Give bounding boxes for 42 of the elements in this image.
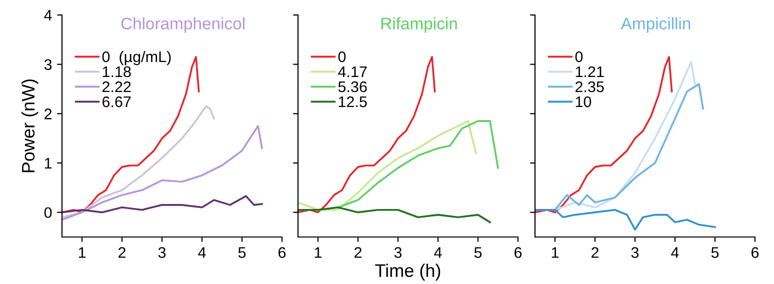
legend-label: 1.21 [576, 66, 604, 78]
y-tick-label: 0 [44, 207, 52, 218]
x-tick-label: 2 [354, 247, 362, 258]
legend-label: 4.17 [338, 66, 367, 78]
legend-label: 5.36 [338, 81, 367, 92]
x-tick-label: 4 [671, 247, 679, 258]
x-tick-label: 1 [314, 247, 322, 258]
line-series [62, 125, 263, 221]
legend-label: 2.35 [575, 81, 604, 92]
y-tick-label: 3 [44, 59, 52, 70]
y-tick-label: 4 [44, 10, 52, 21]
y-tick-label: 1 [44, 158, 52, 169]
x-tick-label: 6 [278, 247, 286, 258]
x-tick-label: 2 [118, 247, 126, 258]
chart-title: Ampicillin [620, 17, 690, 33]
legend-label: 6.67 [102, 96, 131, 108]
legend-label: 12.5 [338, 96, 367, 108]
chart-title: Chloramphenicol [121, 17, 244, 33]
x-tick-label: 4 [198, 247, 206, 258]
x-axis-title: Time (h) [375, 264, 440, 281]
x-tick-label: 1 [552, 247, 559, 258]
chart-title: Rifampicin [381, 17, 457, 33]
x-tick-label: 5 [711, 247, 719, 258]
legend-label: 0 [575, 51, 583, 62]
x-tick-label: 6 [514, 247, 522, 258]
x-tick-label: 1 [78, 247, 86, 258]
legend-label: 0 [338, 51, 346, 62]
x-tick-label: 3 [631, 247, 639, 258]
x-tick-label: 5 [474, 247, 482, 258]
legend-label: 2.22 [102, 81, 131, 92]
x-tick-label: 6 [752, 247, 759, 258]
legend-label: 10 [576, 96, 592, 108]
x-tick-label: 2 [592, 247, 598, 258]
x-tick-label: 5 [238, 247, 246, 258]
legend-label: 1.18 [102, 66, 131, 78]
x-tick-label: 4 [434, 247, 442, 258]
line-series [62, 195, 263, 214]
legend-label: 0 (µg/mL) [102, 50, 171, 66]
y-tick-label: 2 [44, 108, 52, 120]
x-tick-label: 3 [394, 247, 402, 258]
x-tick-label: 3 [158, 247, 166, 258]
y-axis-title: Power (nW) [21, 79, 38, 172]
